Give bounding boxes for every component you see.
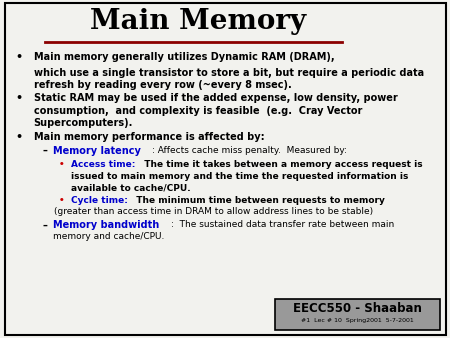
Text: available to cache/CPU.: available to cache/CPU. [71, 184, 191, 193]
Text: (greater than access time in DRAM to allow address lines to be stable): (greater than access time in DRAM to all… [54, 207, 373, 216]
Bar [274, 299, 440, 330]
Text: •: • [16, 93, 23, 103]
Text: memory and cache/CPU.: memory and cache/CPU. [53, 232, 165, 241]
Text: •: • [58, 160, 64, 169]
Text: •: • [16, 132, 23, 142]
Text: Main memory generally utilizes Dynamic RAM (DRAM),: Main memory generally utilizes Dynamic R… [34, 52, 334, 63]
Text: EECC550 - Shaaban: EECC550 - Shaaban [293, 302, 422, 315]
Text: issued to main memory and the time the requested information is: issued to main memory and the time the r… [71, 172, 409, 181]
Text: The time it takes between a memory access request is: The time it takes between a memory acces… [138, 160, 423, 169]
Text: :  The sustained data transfer rate between main: : The sustained data transfer rate betwe… [171, 220, 394, 230]
Text: Memory bandwidth: Memory bandwidth [53, 220, 159, 231]
Text: which use a single transistor to store a bit, but require a periodic data: which use a single transistor to store a… [34, 68, 424, 78]
Text: •: • [16, 52, 23, 63]
Text: #1  Lec # 10  Spring2001  5-7-2001: #1 Lec # 10 Spring2001 5-7-2001 [301, 318, 414, 323]
Text: The minimum time between requests to memory: The minimum time between requests to mem… [130, 196, 385, 205]
Text: consumption,  and complexity is feasible  (e.g.  Cray Vector: consumption, and complexity is feasible … [34, 106, 362, 116]
Text: Static RAM may be used if the added expense, low density, power: Static RAM may be used if the added expe… [34, 93, 397, 103]
Text: : Affects cache miss penalty.  Measured by:: : Affects cache miss penalty. Measured b… [152, 146, 347, 155]
Text: Supercomputers).: Supercomputers). [34, 118, 133, 128]
Text: Cycle time:: Cycle time: [71, 196, 128, 205]
Text: refresh by reading every row (~every 8 msec).: refresh by reading every row (~every 8 m… [34, 80, 292, 91]
Text: –: – [43, 146, 48, 156]
Text: –: – [43, 220, 48, 231]
Text: Main memory performance is affected by:: Main memory performance is affected by: [34, 132, 265, 142]
Text: Main Memory: Main Memory [90, 8, 306, 35]
Text: Memory latency: Memory latency [53, 146, 141, 156]
Text: Access time:: Access time: [71, 160, 135, 169]
Text: •: • [58, 196, 64, 205]
